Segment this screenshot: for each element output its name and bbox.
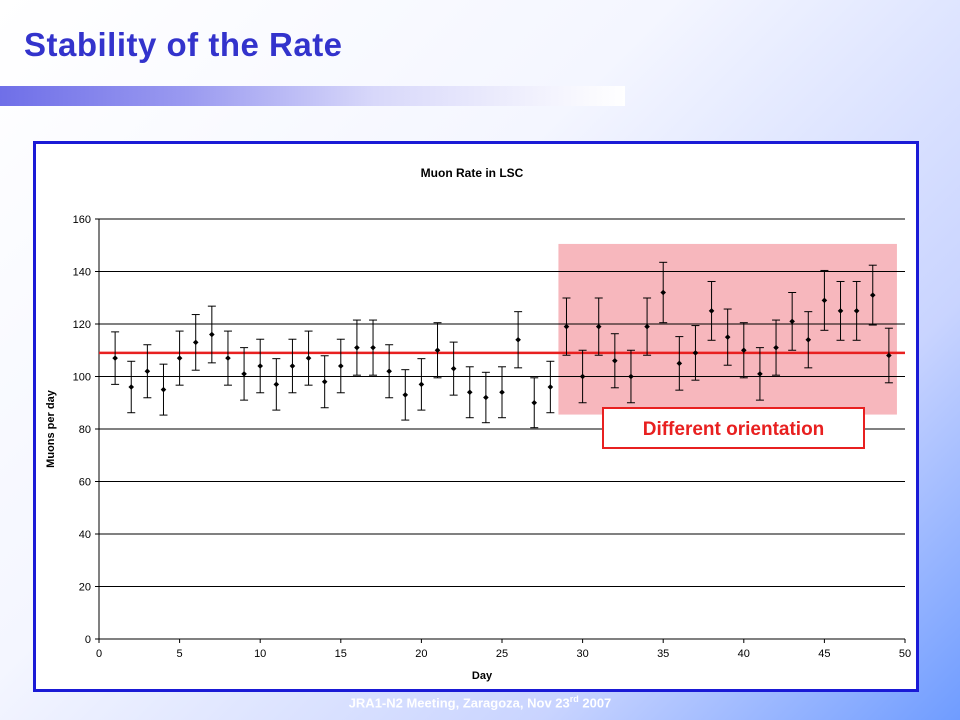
data-point-13	[305, 355, 312, 361]
data-point-23	[466, 389, 473, 396]
x-tick-label-40: 40	[738, 648, 750, 660]
footer: JRA1-N2 Meeting, Zaragoza, Nov 23rd 2007	[0, 694, 960, 710]
x-tick-label-25: 25	[496, 648, 508, 660]
y-tick-label-40: 40	[79, 529, 91, 541]
data-point-3	[144, 368, 151, 375]
x-tick-label-35: 35	[657, 648, 669, 660]
data-point-5	[176, 355, 183, 361]
data-point-19	[402, 392, 409, 398]
data-point-4	[160, 386, 167, 393]
data-point-39	[724, 334, 731, 340]
chart-title: Muon Rate in LSC	[421, 166, 524, 180]
data-point-18	[386, 368, 392, 375]
data-point-48	[869, 292, 876, 298]
data-point-8	[225, 355, 231, 361]
data-point-31	[595, 323, 602, 330]
y-tick-label-80: 80	[79, 424, 91, 436]
chart-frame: 0 20 40 60 80 100 120 140 160 0 5 10 15 20 25 30 35 40 45 5…	[33, 141, 919, 692]
data-point-33	[628, 373, 634, 380]
annotation-box	[602, 407, 865, 449]
y-tick-label-100: 100	[73, 372, 91, 384]
data-point-6	[192, 339, 199, 346]
footer-superscript: rd	[569, 694, 579, 704]
data-point-20	[418, 381, 425, 388]
x-tick-label-45: 45	[818, 648, 830, 660]
data-point-32	[612, 357, 618, 364]
data-point-27	[531, 399, 538, 406]
slide-title: Stability of the Rate	[24, 26, 343, 63]
data-point-25	[499, 389, 505, 396]
data-point-37	[692, 350, 699, 356]
y-tick-label-140: 140	[73, 267, 91, 279]
muon-rate-chart: 0 20 40 60 80 100 120 140 160 0 5 10 15 20 25 30 35 40 45 5…	[45, 166, 911, 682]
data-point-44	[805, 336, 812, 343]
x-axis-label: Day	[472, 670, 493, 682]
data-point-34	[644, 323, 650, 330]
y-tick-label-160: 160	[73, 214, 91, 226]
x-tick-label-50: 50	[899, 648, 911, 660]
footer-year: 2007	[578, 695, 612, 711]
data-point-28	[547, 384, 554, 390]
y-tick-label-20: 20	[79, 582, 91, 594]
x-tick-label-5: 5	[177, 648, 183, 660]
data-point-35	[660, 289, 666, 296]
data-point-22	[450, 365, 457, 372]
data-point-15	[338, 363, 344, 369]
data-point-16	[354, 344, 360, 351]
footer-text: JRA1-N2 Meeting, Zaragoza, Nov 23	[348, 695, 570, 711]
data-point-45	[821, 297, 828, 304]
y-axis-label: Muons per day	[45, 389, 57, 468]
data-point-9	[241, 371, 247, 377]
data-point-7	[209, 331, 215, 338]
x-tick-label-0: 0	[96, 648, 102, 660]
x-tick-label-30: 30	[576, 648, 588, 660]
y-tick-label-60: 60	[79, 477, 91, 489]
data-point-47	[853, 308, 860, 314]
data-point-42	[773, 344, 779, 351]
data-point-30	[579, 373, 586, 380]
x-tick-label-20: 20	[415, 648, 427, 660]
annotation-label: Different orientation	[643, 419, 825, 440]
data-point-43	[789, 318, 795, 325]
data-point-40	[741, 347, 747, 354]
data-point-11	[273, 381, 280, 388]
data-point-29	[563, 323, 570, 330]
data-point-49	[886, 352, 892, 359]
title-underline-bar	[0, 86, 625, 106]
data-point-36	[676, 360, 683, 367]
data-point-2	[128, 384, 135, 390]
y-tick-label-0: 0	[85, 634, 91, 646]
data-point-14	[321, 378, 328, 385]
data-point-10	[257, 363, 263, 369]
data-point-24	[483, 394, 489, 401]
data-point-12	[289, 363, 296, 369]
data-point-38	[708, 308, 715, 314]
y-tick-label-120: 120	[73, 319, 91, 331]
x-tick-label-15: 15	[335, 648, 347, 660]
data-point-41	[757, 371, 763, 377]
data-point-46	[837, 308, 844, 314]
data-point-21	[434, 347, 441, 354]
data-point-26	[515, 336, 521, 343]
data-point-17	[370, 344, 376, 351]
x-tick-label-10: 10	[254, 648, 266, 660]
data-point-1	[112, 355, 118, 361]
